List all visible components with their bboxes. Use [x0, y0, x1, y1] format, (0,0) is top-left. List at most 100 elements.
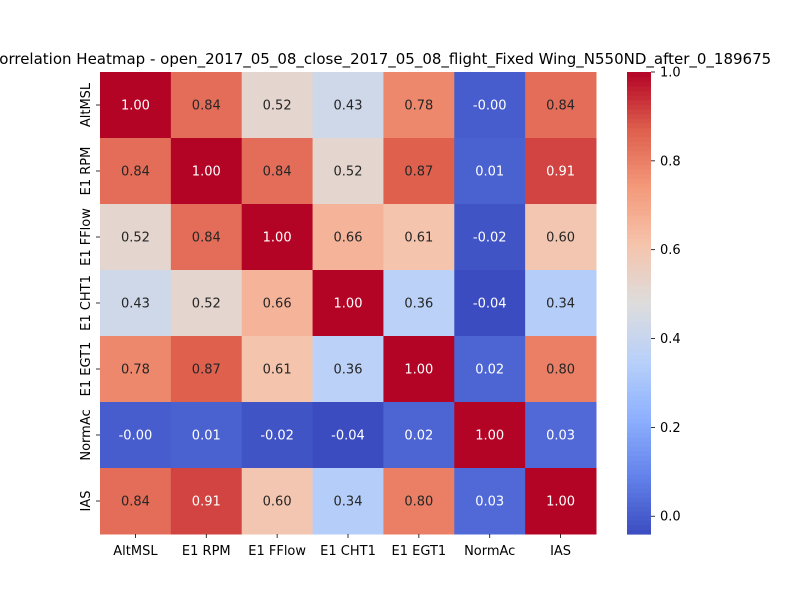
- cell-value-label: 0.84: [546, 99, 575, 114]
- colorbar-segment: [627, 335, 651, 341]
- x-axis: AltMSL E1 RPM E1 FFlow E1 CHT1 E1 EGT1 NormAc…: [113, 534, 571, 559]
- colorbar-segment: [627, 409, 651, 415]
- x-tick-label: E1 EGT1: [392, 544, 447, 559]
- cell-value-label: 0.03: [546, 429, 575, 444]
- cell-value-label: 0.84: [121, 495, 150, 510]
- colorbar-segment: [627, 418, 651, 424]
- heatmap-cell: [170, 402, 243, 469]
- heatmap-cell: [241, 270, 314, 337]
- cell-value-label: -0.00: [119, 429, 153, 444]
- colorbar-tick-label: 0.8: [660, 154, 681, 169]
- cell-value-label: 0.84: [121, 165, 150, 180]
- colorbar: 0.0 0.2 0.4 0.6 0.8 1.0: [627, 66, 681, 535]
- heatmap-cell: [525, 468, 597, 535]
- colorbar-segment: [627, 95, 651, 101]
- colorbar-segment: [627, 85, 651, 92]
- colorbar-segment: [627, 450, 651, 457]
- colorbar-segment: [627, 81, 651, 87]
- x-tick-label: E1 FFlow: [248, 544, 306, 559]
- heatmap-cell: [525, 336, 597, 403]
- cell-value-label: 0.01: [475, 165, 504, 180]
- colorbar-segment: [627, 99, 651, 105]
- colorbar-segment: [627, 404, 651, 410]
- colorbar-segment: [627, 270, 651, 276]
- colorbar-segment: [627, 363, 651, 369]
- colorbar-segment: [627, 460, 651, 466]
- colorbar-segment: [627, 413, 651, 420]
- cell-value-label: -0.00: [473, 99, 507, 114]
- colorbar-segment: [627, 210, 651, 216]
- heatmap-cell: [454, 270, 526, 337]
- heatmap-cell: [312, 72, 384, 139]
- y-tick-label: E1 RPM: [79, 147, 94, 196]
- heatmap-cell: [312, 402, 384, 469]
- cell-value-label: -0.04: [331, 429, 365, 444]
- heatmap-cell: [241, 204, 314, 271]
- colorbar-segment: [627, 423, 651, 429]
- heatmap-cell: [525, 270, 597, 337]
- heatmap-cell: [170, 468, 243, 535]
- colorbar-segment: [627, 173, 651, 179]
- y-tick-label: E1 CHT1: [79, 275, 94, 331]
- cell-value-label: 0.91: [546, 165, 575, 180]
- colorbar-segment: [627, 233, 651, 239]
- colorbar-segment: [627, 159, 651, 165]
- colorbar-segment: [627, 145, 651, 152]
- heatmap-cell: [525, 402, 597, 469]
- heatmap-cell: [454, 72, 526, 139]
- heatmap-cell: [454, 204, 526, 271]
- heatmap-cell: [100, 204, 172, 271]
- colorbar-segment: [627, 427, 651, 433]
- colorbar-segment: [627, 358, 651, 364]
- colorbar-segment: [627, 122, 651, 129]
- cell-value-label: 0.87: [404, 165, 433, 180]
- heatmap-cell: [100, 402, 172, 469]
- colorbar-segment: [627, 520, 651, 526]
- heatmap-cell: [170, 72, 243, 139]
- cell-value-label: -0.04: [473, 297, 507, 312]
- cell-value-label: 0.34: [546, 297, 575, 312]
- heatmap-cell: [383, 138, 455, 205]
- x-tick-label: E1 RPM: [182, 544, 231, 559]
- cell-value-label: 0.43: [334, 99, 363, 114]
- colorbar-segment: [627, 150, 651, 156]
- colorbar-segment: [627, 400, 651, 406]
- colorbar-segment: [627, 349, 651, 355]
- cell-value-label: 0.60: [546, 231, 575, 246]
- colorbar-segment: [627, 298, 651, 304]
- x-tick-label: AltMSL: [113, 544, 158, 559]
- y-tick-label: IAS: [79, 491, 94, 512]
- y-tick-label: E1 EGT1: [79, 342, 94, 397]
- cell-value-label: 1.00: [475, 429, 504, 444]
- heatmap-cell: [312, 468, 384, 535]
- colorbar-tick-label: 0.4: [660, 332, 681, 347]
- cell-value-label: 0.52: [192, 297, 221, 312]
- cell-value-label: 0.43: [121, 297, 150, 312]
- colorbar-segment: [627, 321, 651, 327]
- heatmap-cell: [383, 270, 455, 337]
- colorbar-segment: [627, 261, 651, 267]
- heatmap-cell: [383, 72, 455, 139]
- cell-value-label: 0.52: [121, 231, 150, 246]
- heatmap-cell: [312, 138, 384, 205]
- colorbar-segment: [627, 316, 651, 323]
- cell-value-label: 0.87: [192, 363, 221, 378]
- cell-value-label: 0.80: [404, 495, 433, 510]
- colorbar-segment: [627, 196, 651, 202]
- colorbar-segment: [627, 219, 651, 226]
- cell-value-label: 0.52: [263, 99, 292, 114]
- colorbar-segment: [627, 224, 651, 230]
- heatmap-cell: [383, 402, 455, 469]
- colorbar-segment: [627, 381, 651, 387]
- heatmap-cell: [525, 138, 597, 205]
- cell-value-label: 0.78: [121, 363, 150, 378]
- heatmap-cell: [100, 138, 172, 205]
- y-tick-label: E1 FFlow: [79, 208, 94, 266]
- colorbar-segment: [627, 293, 651, 299]
- cell-value-label: 1.00: [192, 165, 221, 180]
- heatmap-cell: [525, 204, 597, 271]
- colorbar-segment: [627, 256, 651, 263]
- colorbar-segment: [627, 492, 651, 498]
- colorbar-segment: [627, 469, 651, 475]
- cell-value-label: 1.00: [334, 297, 363, 312]
